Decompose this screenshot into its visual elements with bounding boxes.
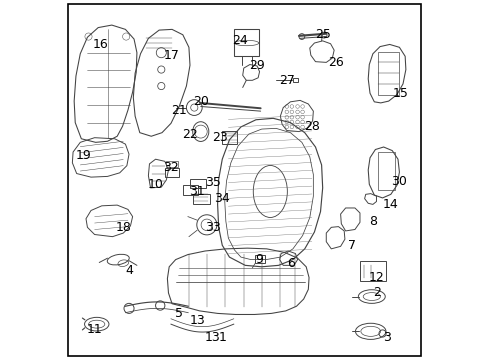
Text: 33: 33 [204, 221, 221, 234]
Bar [254, 255, 265, 263]
Bar [183, 185, 198, 195]
Text: 31: 31 [189, 185, 204, 198]
Text: 3: 3 [383, 330, 390, 343]
Text: 16: 16 [92, 38, 108, 51]
Bar [377, 52, 398, 95]
Text: 29: 29 [249, 59, 264, 72]
Text: 13: 13 [189, 314, 204, 327]
Text: 22: 22 [182, 127, 198, 141]
Text: 2: 2 [372, 287, 380, 300]
Text: 27: 27 [278, 74, 294, 87]
Text: 4: 4 [125, 264, 133, 277]
Text: 19: 19 [76, 149, 92, 162]
Text: 11: 11 [86, 323, 102, 336]
Text: 1: 1 [219, 331, 226, 344]
Bar [234, 30, 258, 56]
Bar [377, 152, 394, 190]
Text: 24: 24 [232, 34, 247, 48]
Text: 20: 20 [193, 95, 209, 108]
Text: 10: 10 [147, 178, 163, 191]
Bar [359, 261, 385, 281]
Text: 23: 23 [212, 131, 227, 144]
Bar [164, 168, 178, 177]
Text: 35: 35 [204, 176, 221, 189]
Text: 9: 9 [254, 253, 262, 266]
Text: 30: 30 [391, 175, 407, 188]
Text: 18: 18 [115, 221, 131, 234]
Bar [190, 179, 205, 188]
Bar [166, 161, 178, 167]
Text: 13: 13 [204, 331, 220, 344]
Text: 25: 25 [314, 28, 330, 41]
Text: 5: 5 [175, 307, 183, 320]
Bar [222, 131, 237, 144]
Text: 15: 15 [392, 87, 407, 100]
Text: 7: 7 [347, 239, 355, 252]
Text: 34: 34 [214, 192, 230, 205]
Text: 14: 14 [382, 198, 398, 211]
Text: 28: 28 [304, 121, 319, 134]
Text: 8: 8 [368, 215, 376, 228]
Text: 12: 12 [368, 271, 384, 284]
Text: 26: 26 [327, 56, 343, 69]
Bar [292, 78, 297, 82]
Text: 6: 6 [286, 257, 294, 270]
Bar [192, 194, 209, 204]
Text: 17: 17 [164, 49, 180, 62]
Text: 32: 32 [163, 161, 179, 174]
Text: 21: 21 [171, 104, 187, 117]
